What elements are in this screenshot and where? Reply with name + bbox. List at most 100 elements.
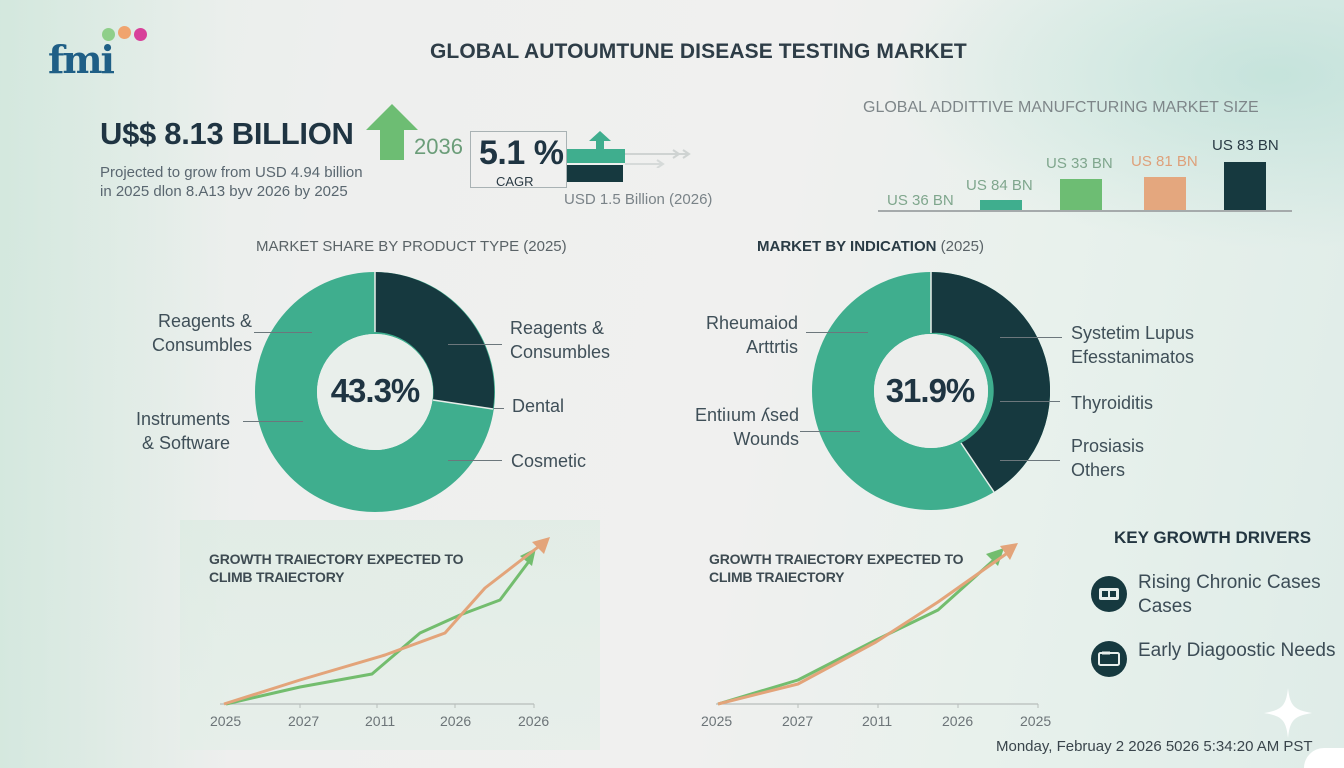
line-chart-1-title: GROWTH TRAIECTORY EXPECTED TO CLIMB TRAI… [209,550,463,586]
callout-text: Instruments [136,409,231,429]
callout-instruments: Instruments & Software [132,407,230,455]
line-chart-2 [716,543,1039,708]
market-value: U$$ 8.13 BILLION [100,116,354,151]
description-line-2: in 2025 dlon 8.A13 byv 2026 by 2025 [100,183,348,200]
tick-label: 2026 [942,713,974,729]
headline-description: Projected to grow from USD 4.94 billion … [100,163,420,201]
callout-text: Wounds [733,429,800,449]
driver-item-1: Rising Chronic Cases Cases [1138,571,1321,619]
tick-label: 2011 [365,713,396,729]
sparkle-icon [1264,688,1312,738]
indication-donut-title: MARKET BY INDICATION (2025) [757,238,984,255]
callout-text: Prosiasis [1071,436,1145,456]
folder-screen-icon [1091,641,1127,677]
indication-donut [812,272,1050,510]
tick-label: 2026 [440,713,472,729]
driver-text-line: Early Diagoostic Needs [1138,640,1336,661]
callout-lupus: Systetim Lupus Efesstanimatos [1071,321,1194,369]
bar-3 [1144,177,1186,210]
callout-psoriasis: Prosiasis Others [1071,434,1144,482]
callout-text: Others [1071,460,1126,480]
callout-text: Reagents & [158,311,253,331]
leader-line [448,344,502,345]
bar-2 [1060,179,1102,210]
drivers-title: KEY GROWTH DRIVERS [1114,528,1312,547]
bar-label-3: US 33 BN [1046,155,1113,172]
cagr-bar-teal [567,149,625,163]
tick-label: 2025 [1020,713,1052,729]
line-chart-2-title: GROWTH TRAIECTORY EXPECTED TO CLIMB TRAI… [709,550,963,586]
callout-text: Arttrtis [746,337,799,357]
cagr-label: CAGR [496,174,534,189]
leader-line [800,431,860,432]
logo-dot-orange [118,26,131,39]
indication-title-year: (2025) [940,238,984,255]
logo-text: fmi [48,37,115,82]
callout-text: Consumbles [510,342,611,362]
tick-label: 2011 [862,713,893,729]
line-chart-title-text: GROWTH TRAIECTORY EXPECTED TO [209,551,464,567]
leader-line [494,408,504,409]
leader-line [806,332,868,333]
bar-label-1: US 36 BN [887,192,954,209]
callout-rheumatoid: Rheumaiod Arttrtis [706,311,798,359]
fmi-logo: fmi [48,26,158,82]
callout-text: Cosmetic [511,451,587,471]
cagr-up-arrow-icon [589,131,611,149]
timestamp: Monday, Februay 2 2026 5026 5:34:20 AM P… [996,738,1313,755]
logo-dot-pink [134,28,147,41]
cagr-trend-arrows-icon [625,149,691,168]
callout-text: Entiıum ʎsed [695,405,800,425]
indication-title-bold: MARKET BY INDICATION [757,238,937,255]
callout-text: Efesstanimatos [1071,347,1195,367]
bar-1 [980,200,1022,210]
background-right-tint [884,0,1344,250]
callout-text: Systetim Lupus [1071,323,1195,343]
callout-text: & Software [142,433,231,453]
cagr-bar-dark [567,165,623,182]
cagr-value: 5.1 % [479,134,564,172]
driver-item-2: Early Diagoostic Needs [1138,639,1335,663]
bar-chart-title: GLOBAL ADDITTIVE MANUFCTURING MARKET SIZ… [863,99,1259,116]
up-arrow-icon [366,104,418,160]
line-chart-title-text: GROWTH TRAIECTORY EXPECTED TO [709,551,964,567]
tick-label: 2027 [782,713,814,729]
product-type-donut [255,272,495,512]
callout-reagents-left: Reagents & Consumbles [138,309,252,357]
bar-chart-axis [878,210,1292,212]
target-year: 2036 [414,134,463,159]
callout-text: Dental [512,396,565,416]
tick-label: 2025 [210,713,242,729]
driver-text-line: Rising Chronic Cases [1138,572,1321,593]
bar-4 [1224,162,1266,210]
corner-decoration [1304,748,1344,768]
bar-label-4: US 81 BN [1131,153,1198,170]
line-chart-1 [220,537,550,708]
product-donut-center-value: 43.3% [330,372,421,409]
tick-label: 2026 [518,713,550,729]
callout-thyroiditis: Thyroiditis [1071,391,1153,415]
leader-line [1000,337,1062,338]
callout-cosmetic: Cosmetic [511,449,586,473]
product-donut-title: MARKET SHARE BY PRODUCT TYPE (2025) [256,238,567,255]
driver-text-line: Cases [1138,596,1192,617]
leader-line [254,332,312,333]
leader-line [243,421,303,422]
tick-label: 2025 [701,713,733,729]
bar-label-5: US 83 BN [1212,137,1279,154]
line-chart-title-text: CLIMB TRAIECTORY [709,569,845,585]
callout-reagents-right: Reagents & Consumbles [510,316,610,364]
cagr-box: 5.1 % CAGR [470,131,567,189]
callout-text: Reagents & [510,318,605,338]
leader-line [1000,401,1060,402]
chart-screen-icon [1091,576,1127,612]
page-title: GLOBAL AUTOUMTUNE DISEASE TESTING MARKET [430,40,967,63]
callout-text: Consumbles [152,335,253,355]
logo-dot-green [102,28,115,41]
indication-donut-center-value: 31.9% [885,372,976,409]
callout-wounds: Entiıum ʎsed Wounds [695,403,799,451]
line-chart-title-text: CLIMB TRAIECTORY [209,569,345,585]
leader-line [448,460,502,461]
callout-dental: Dental [512,394,564,418]
callout-text: Thyroiditis [1071,393,1154,413]
